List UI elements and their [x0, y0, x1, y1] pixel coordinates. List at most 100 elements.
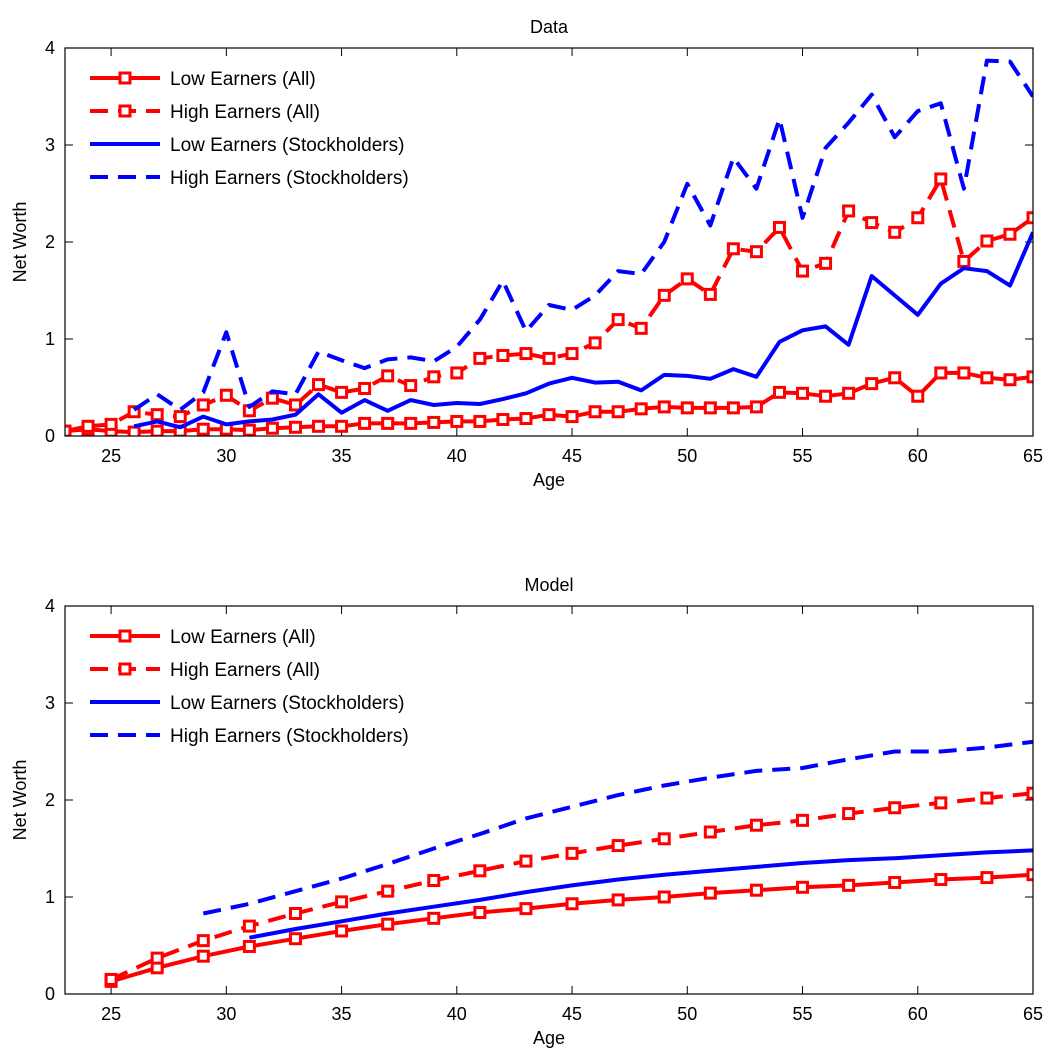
legend-swatch-marker [118, 662, 132, 676]
series-line-3 [133, 231, 1033, 430]
data-point-marker [288, 906, 302, 920]
data-point-marker [81, 419, 95, 433]
x-tick-label: 25 [101, 446, 121, 466]
series-line-4 [202, 739, 1033, 916]
data-point-marker [312, 419, 326, 433]
data-point-marker [519, 854, 533, 868]
data-point-marker [358, 381, 372, 395]
data-point-marker [796, 813, 810, 827]
data-point-marker [634, 321, 648, 335]
x-tick-label: 30 [216, 446, 236, 466]
data-point-marker [680, 272, 694, 286]
x-tick-label: 55 [793, 446, 813, 466]
data-point-marker [219, 388, 233, 402]
data-point-marker [427, 874, 441, 888]
data-point-marker [335, 895, 349, 909]
data-point-marker [173, 410, 187, 424]
data-point-marker [657, 288, 671, 302]
data-point-marker [749, 883, 763, 897]
data-point-marker [680, 401, 694, 415]
data-point-marker [496, 413, 510, 427]
data-point-marker [888, 371, 902, 385]
data-point-marker [703, 886, 717, 900]
data-point-marker [842, 386, 856, 400]
data-point-marker [150, 424, 164, 436]
data-point-marker [911, 389, 925, 403]
data-point-marker [1026, 370, 1033, 384]
legend-label: Low Earners (Stockholders) [170, 135, 404, 156]
plot-area [65, 58, 1033, 436]
data-point-marker [288, 420, 302, 434]
legend-label: High Earners (Stockholders) [170, 168, 409, 189]
data-point-marker [427, 415, 441, 429]
data-point-marker [749, 245, 763, 259]
x-tick-label: 50 [677, 446, 697, 466]
data-point-marker [842, 204, 856, 218]
data-point-marker [1003, 373, 1017, 387]
data-point-marker [796, 264, 810, 278]
data-point-marker [358, 416, 372, 430]
data-point-marker [381, 416, 395, 430]
x-tick-label: 65 [1023, 1004, 1043, 1024]
model-panel: Model 25 30 35 40 45 50 55 60 65 0 1 2 3 4 Age Net Worth… [10, 575, 1043, 1048]
data-point-marker [450, 366, 464, 380]
data-point-marker [888, 225, 902, 239]
axes-box [64, 47, 1034, 437]
data-point-marker [911, 211, 925, 225]
axes-box [64, 605, 1034, 995]
data-point-marker [703, 825, 717, 839]
data-point-marker [404, 379, 418, 393]
data-point-marker [957, 254, 971, 268]
x-axis-label: Age [533, 470, 565, 490]
data-point-marker [611, 405, 625, 419]
data-point-marker [542, 408, 556, 422]
data-point-marker [934, 873, 948, 887]
data-point-marker [450, 414, 464, 428]
x-tick-label: 55 [793, 1004, 813, 1024]
data-point-marker [150, 408, 164, 422]
data-point-marker [819, 256, 833, 270]
data-point-marker [611, 893, 625, 907]
data-point-marker [980, 371, 994, 385]
legend-swatch-marker [118, 629, 132, 643]
data-point-marker [473, 414, 487, 428]
data-point-marker [749, 818, 763, 832]
data-point-marker [934, 172, 948, 186]
data-point-marker [427, 911, 441, 925]
data-point-marker [288, 398, 302, 412]
data-point-marker [611, 313, 625, 327]
y-tick-label: 1 [45, 887, 55, 907]
data-point-marker [819, 389, 833, 403]
data-point-marker [657, 832, 671, 846]
x-tick-label: 40 [447, 446, 467, 466]
data-point-marker [726, 401, 740, 415]
chart-title: Data [530, 17, 569, 37]
legend-swatch-marker [118, 104, 132, 118]
data-point-marker [749, 400, 763, 414]
data-point-marker [381, 369, 395, 383]
data-point-marker [104, 972, 118, 986]
x-tick-label: 35 [332, 446, 352, 466]
y-tick-label: 4 [45, 596, 55, 616]
data-point-marker [565, 347, 579, 361]
y-tick-label: 2 [45, 232, 55, 252]
data-point-marker [196, 934, 210, 948]
data-point-marker [288, 932, 302, 946]
legend-label: High Earners (Stockholders) [170, 726, 409, 747]
legend-label: High Earners (All) [170, 660, 320, 681]
data-point-marker [565, 846, 579, 860]
data-point-marker [980, 791, 994, 805]
data-point-marker [611, 839, 625, 853]
data-point-marker [865, 377, 879, 391]
data-point-marker [427, 370, 441, 384]
data-point-marker [1003, 227, 1017, 241]
data-point-marker [796, 386, 810, 400]
y-tick-label: 3 [45, 693, 55, 713]
data-point-marker [496, 348, 510, 362]
series-line-4 [132, 58, 1033, 412]
legend-swatch-marker [118, 71, 132, 85]
y-axis-label: Net Worth [10, 760, 30, 841]
data-point-marker [842, 878, 856, 892]
data-point-marker [381, 917, 395, 931]
x-tick-label: 30 [216, 1004, 236, 1024]
